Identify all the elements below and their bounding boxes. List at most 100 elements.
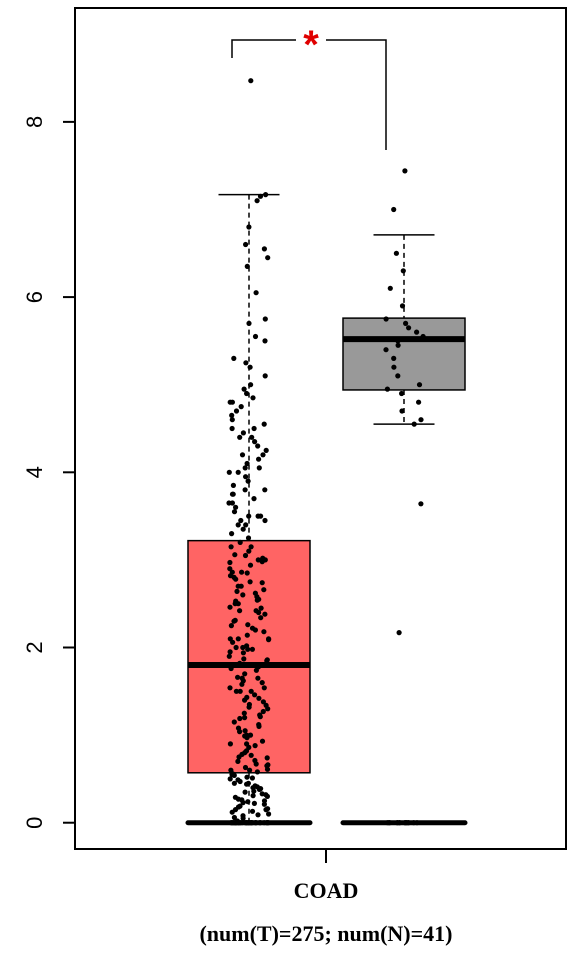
data-point xyxy=(229,399,235,405)
data-point xyxy=(262,517,268,524)
data-point xyxy=(242,552,249,559)
data-point xyxy=(247,364,253,370)
data-point xyxy=(242,697,248,703)
data-point xyxy=(243,360,249,366)
data-point xyxy=(256,695,262,701)
data-point xyxy=(238,404,244,410)
data-point xyxy=(265,820,271,826)
data-point xyxy=(387,820,393,826)
data-point xyxy=(260,699,266,705)
data-point xyxy=(237,803,243,809)
data-point xyxy=(248,382,254,388)
data-point xyxy=(418,501,424,507)
data-point xyxy=(262,487,268,493)
y-tick-label: 8 xyxy=(22,116,47,128)
data-point xyxy=(255,675,261,681)
data-point xyxy=(234,818,240,824)
y-tick-label: 4 xyxy=(22,466,47,478)
data-point xyxy=(237,778,243,785)
data-point xyxy=(240,592,246,598)
data-point xyxy=(228,665,234,672)
data-point xyxy=(245,478,251,484)
data-point xyxy=(231,719,237,725)
data-point xyxy=(235,636,241,642)
data-point xyxy=(239,820,245,826)
data-point xyxy=(245,646,251,652)
data-point xyxy=(235,674,241,680)
data-point xyxy=(233,504,239,510)
data-point xyxy=(254,198,260,204)
data-point xyxy=(228,623,234,629)
data-point xyxy=(237,715,243,722)
data-point xyxy=(237,434,243,440)
data-point xyxy=(232,552,238,558)
data-point xyxy=(261,629,267,635)
data-point xyxy=(240,526,246,532)
data-point xyxy=(248,78,254,84)
data-point xyxy=(391,364,397,370)
data-point xyxy=(262,338,268,344)
data-point xyxy=(231,772,237,779)
y-tick-label: 2 xyxy=(22,641,47,653)
data-point xyxy=(238,517,244,524)
data-point xyxy=(234,588,240,595)
data-point xyxy=(252,692,258,698)
data-point xyxy=(243,522,249,528)
data-point xyxy=(227,685,233,691)
data-point xyxy=(251,496,257,502)
x-category-label: COAD xyxy=(294,878,359,903)
data-point xyxy=(255,812,261,818)
data-point xyxy=(250,395,256,401)
data-point xyxy=(257,820,263,826)
data-point xyxy=(261,587,267,593)
jitter-points xyxy=(226,78,426,826)
data-point xyxy=(242,671,248,677)
data-point xyxy=(244,570,250,576)
data-point xyxy=(227,649,233,655)
data-point xyxy=(229,531,235,537)
data-point xyxy=(264,658,270,664)
data-point xyxy=(230,491,236,497)
data-point xyxy=(254,784,260,790)
data-point xyxy=(232,807,239,813)
data-point xyxy=(399,408,405,414)
data-point xyxy=(261,685,267,691)
data-point xyxy=(243,474,249,480)
data-point xyxy=(244,774,250,780)
data-point xyxy=(260,452,266,458)
data-point xyxy=(264,766,271,772)
data-point xyxy=(227,559,233,566)
data-point xyxy=(265,255,271,261)
data-point xyxy=(226,653,232,659)
data-point xyxy=(416,399,422,405)
data-point xyxy=(261,421,267,427)
data-point xyxy=(242,764,249,771)
data-point xyxy=(244,741,250,747)
data-point xyxy=(262,557,268,563)
data-point xyxy=(227,604,233,610)
data-point xyxy=(236,754,242,760)
data-point xyxy=(383,316,389,322)
data-point xyxy=(232,617,238,624)
data-point xyxy=(242,487,248,493)
data-point xyxy=(248,752,254,758)
significance-bracket: * xyxy=(231,23,387,150)
data-point xyxy=(256,456,262,462)
data-point xyxy=(402,168,408,174)
data-point xyxy=(406,325,412,331)
data-point xyxy=(260,708,266,715)
data-point xyxy=(239,675,245,681)
data-point xyxy=(262,611,268,617)
data-point xyxy=(237,608,243,614)
data-point xyxy=(231,780,237,786)
data-point xyxy=(245,799,251,805)
data-point xyxy=(256,723,262,730)
data-point xyxy=(248,544,254,550)
data-point xyxy=(235,725,242,731)
data-point xyxy=(239,797,245,803)
y-tick-label: 6 xyxy=(22,291,47,303)
bracket-line xyxy=(231,39,387,150)
data-point xyxy=(411,421,417,427)
data-point xyxy=(241,656,247,662)
data-point xyxy=(396,630,402,636)
